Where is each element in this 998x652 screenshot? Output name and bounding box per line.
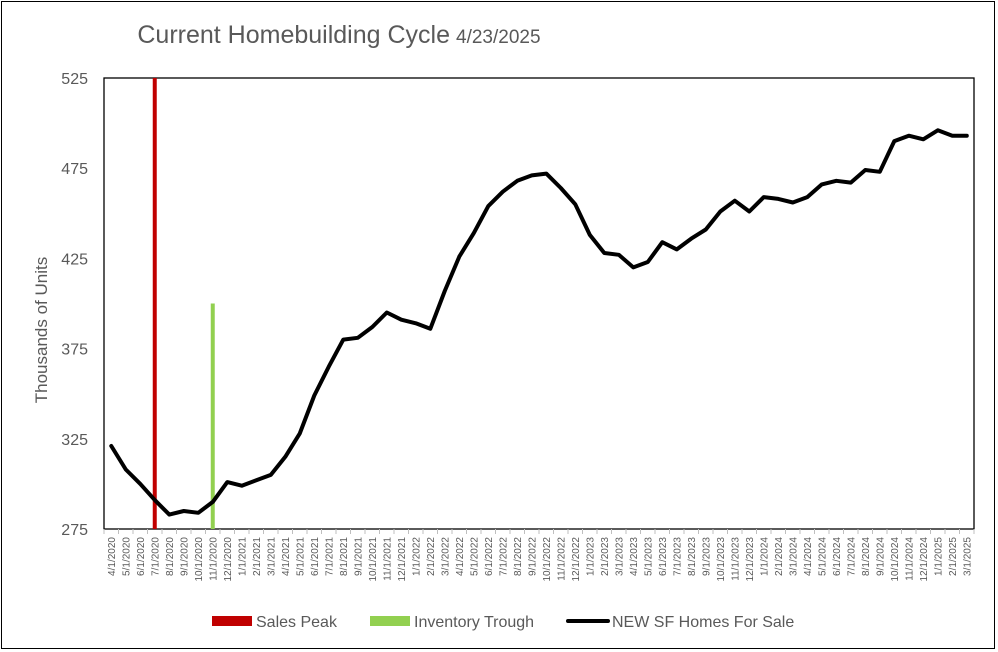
x-tick-label: 10/1/2020	[194, 537, 205, 582]
y-tick-label: 275	[61, 522, 88, 539]
plot-area: 275 325 375 425 475 525 4/1/2020 5/1/2020 6/1/20…	[61, 71, 975, 582]
x-tick-label: 10/1/2021	[368, 537, 379, 582]
x-tick-label: 8/1/2024	[861, 537, 872, 576]
chart-title: Current Homebuilding Cycle	[137, 21, 450, 49]
x-tick-label: 11/1/2020	[208, 537, 219, 581]
plot-border	[103, 77, 975, 530]
y-tick-label: 375	[61, 342, 88, 359]
x-tick-label: 9/1/2023	[701, 537, 712, 576]
x-tick-label: 4/1/2024	[803, 537, 814, 576]
x-tick-label: 11/1/2022	[556, 537, 567, 581]
x-tick-label: 5/1/2024	[817, 537, 828, 576]
x-tick-label: 7/1/2024	[846, 537, 857, 576]
x-tick-label: 10/1/2023	[716, 537, 727, 582]
x-tick-label: 8/1/2023	[687, 537, 698, 576]
x-tick-label: 10/1/2024	[890, 537, 901, 582]
y-tick-label: 475	[61, 161, 88, 178]
x-tick-label: 1/1/2024	[759, 537, 770, 576]
x-tick-label: 4/1/2022	[455, 537, 466, 576]
x-tick-label: 1/1/2022	[411, 537, 422, 576]
x-tick-label: 2/1/2024	[774, 537, 785, 576]
x-tick-label: 6/1/2020	[136, 537, 147, 576]
x-tick-label: 7/1/2022	[498, 537, 509, 576]
x-tick-label: 9/1/2020	[179, 537, 190, 576]
y-tick-label: 425	[61, 251, 88, 268]
legend-label-1: Inventory Trough	[414, 614, 534, 631]
x-tick-label: 8/1/2020	[165, 537, 176, 576]
x-tick-label: 3/1/2025	[962, 537, 973, 576]
x-tick-label: 11/1/2021	[382, 537, 393, 581]
x-tick-label: 1/1/2021	[237, 537, 248, 576]
x-tick-label: 7/1/2023	[672, 537, 683, 576]
x-tick-label: 3/1/2024	[788, 537, 799, 576]
x-tick-label: 4/1/2021	[281, 537, 292, 576]
x-tick-label: 2/1/2022	[426, 537, 437, 576]
x-tick-label: 3/1/2021	[266, 537, 277, 576]
x-tick-label: 10/1/2022	[542, 537, 553, 582]
x-tick-label: 2/1/2023	[600, 537, 611, 576]
x-tick-label: 12/1/2024	[919, 537, 930, 582]
x-tick-label: 2/1/2025	[948, 537, 959, 576]
y-axis-label: Thousands of Units	[32, 257, 51, 403]
series-line-0	[109, 128, 969, 517]
x-tick-label: 4/1/2020	[107, 537, 118, 576]
x-tick-label: 12/1/2023	[745, 537, 756, 582]
legend-swatch-1	[370, 616, 410, 626]
x-tick-label: 4/1/2023	[629, 537, 640, 576]
x-tick-label: 9/1/2022	[527, 537, 538, 576]
legend-label-0: Sales Peak	[256, 614, 338, 631]
legend-swatch-0	[212, 616, 252, 626]
chart-subtitle: 4/23/2025	[456, 27, 541, 48]
y-tick-label: 525	[61, 71, 88, 88]
x-tick-label: 8/1/2022	[513, 537, 524, 576]
x-tick-label: 11/1/2024	[904, 537, 915, 581]
x-tick-label: 3/1/2023	[614, 537, 625, 576]
x-tick-label: 1/1/2023	[585, 537, 596, 576]
x-tick-label: 6/1/2021	[310, 537, 321, 576]
x-tick-label: 2/1/2021	[252, 537, 263, 576]
x-tick-label: 6/1/2024	[832, 537, 843, 576]
legend: Sales Peak Inventory Trough NEW SF Homes F…	[212, 614, 794, 631]
x-tick-label: 9/1/2024	[875, 537, 886, 576]
x-tick-label: 12/1/2022	[571, 537, 582, 582]
x-tick-label: 5/1/2021	[295, 537, 306, 576]
x-tick-label: 1/1/2025	[933, 537, 944, 576]
x-tick-label: 7/1/2020	[150, 537, 161, 576]
x-tick-label: 12/1/2020	[223, 537, 234, 582]
x-tick-label: 3/1/2022	[440, 537, 451, 576]
x-tick-label: 7/1/2021	[324, 537, 335, 576]
x-tick-label: 6/1/2022	[484, 537, 495, 576]
x-tick-label: 5/1/2023	[643, 537, 654, 576]
x-tick-label: 8/1/2021	[339, 537, 350, 576]
x-tick-label: 5/1/2022	[469, 537, 480, 576]
y-tick-label: 325	[61, 432, 88, 449]
legend-label-2: NEW SF Homes For Sale	[612, 614, 794, 631]
x-tick-label: 9/1/2021	[353, 537, 364, 576]
x-tick-label: 5/1/2020	[121, 537, 132, 576]
x-tick-label: 6/1/2023	[658, 537, 669, 576]
x-tick-label: 11/1/2023	[730, 537, 741, 581]
x-tick-label: 12/1/2021	[397, 537, 408, 582]
